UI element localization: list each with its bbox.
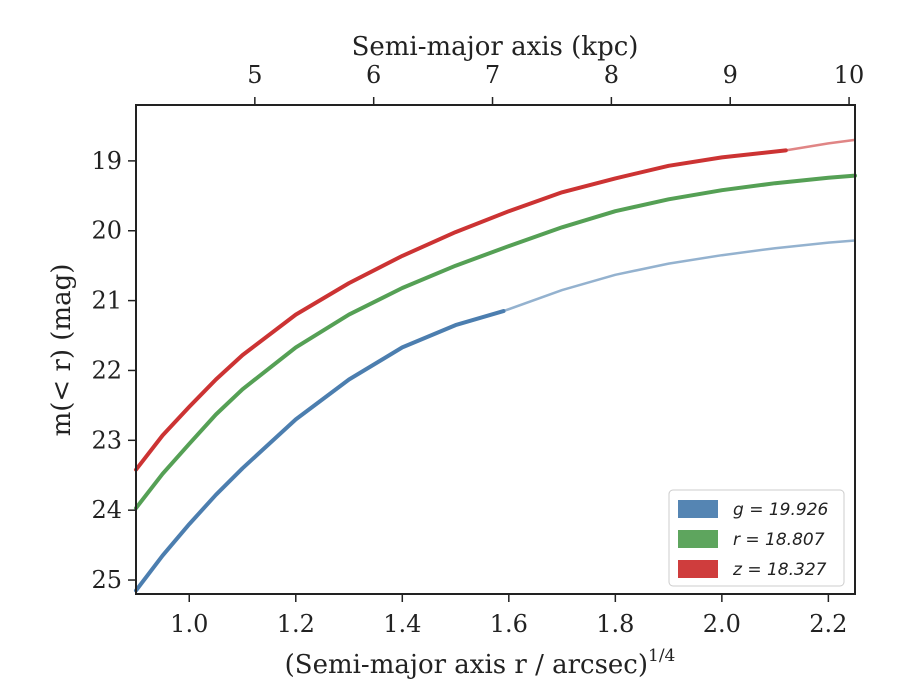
y-tick-label: 21 (91, 287, 122, 315)
x-tick-label: 1.8 (596, 610, 634, 638)
ticks-layer: 1.0 1.2 1.4 1.6 1.8 2.0 2.2 19 20 21 22 23 24 25 5 6 7 8 9… (91, 61, 864, 638)
legend-label: g = 19.926 (733, 500, 829, 520)
series-line-1 (134, 173, 857, 511)
legend-label: r = 18.807 (733, 530, 825, 550)
legend-label: z = 18.327 (732, 560, 827, 580)
legend-swatch (678, 530, 718, 548)
y-tick-label: 20 (91, 217, 122, 245)
series-line-extrapolated-0 (503, 239, 856, 313)
y-tick-label: 22 (91, 356, 122, 384)
plot-frame (135, 104, 856, 595)
series-line-extrapolated-2 (785, 138, 856, 152)
x-tick-label: 1.0 (170, 610, 208, 638)
x-tick-label: 2.0 (703, 610, 741, 638)
x-tick-label: 2.2 (809, 610, 847, 638)
top-tick-label: 5 (247, 61, 262, 89)
x-axis-title: (Semi-major axis r / arcsec)1/4 (285, 646, 676, 680)
top-tick-label: 7 (485, 61, 500, 89)
x-axis-title-exponent: 1/4 (648, 646, 675, 666)
y-tick-label: 24 (91, 496, 122, 524)
top-tick-label: 6 (366, 61, 381, 89)
legend: g = 19.926 r = 18.807 z = 18.327 (668, 489, 845, 587)
x-tick-label: 1.2 (277, 610, 315, 638)
y-tick-label: 19 (91, 147, 122, 175)
series-line-2 (134, 148, 788, 472)
x-tick-label: 1.6 (490, 610, 528, 638)
legend-swatch (678, 560, 718, 578)
legend-swatch (678, 500, 718, 518)
top-axis-title: Semi-major axis (kpc) (352, 32, 639, 62)
y-axis-title: m(< r) (mag) (47, 264, 77, 437)
series-layer (134, 138, 857, 593)
y-tick-label: 23 (91, 426, 122, 454)
top-tick-label: 9 (723, 61, 738, 89)
top-tick-label: 8 (604, 61, 619, 89)
series-line-0 (134, 309, 506, 593)
x-tick-label: 1.4 (383, 610, 421, 638)
y-tick-label: 25 (91, 566, 122, 594)
top-tick-label: 10 (834, 61, 865, 89)
x-axis-title-main: (Semi-major axis r / arcsec) (285, 650, 648, 680)
